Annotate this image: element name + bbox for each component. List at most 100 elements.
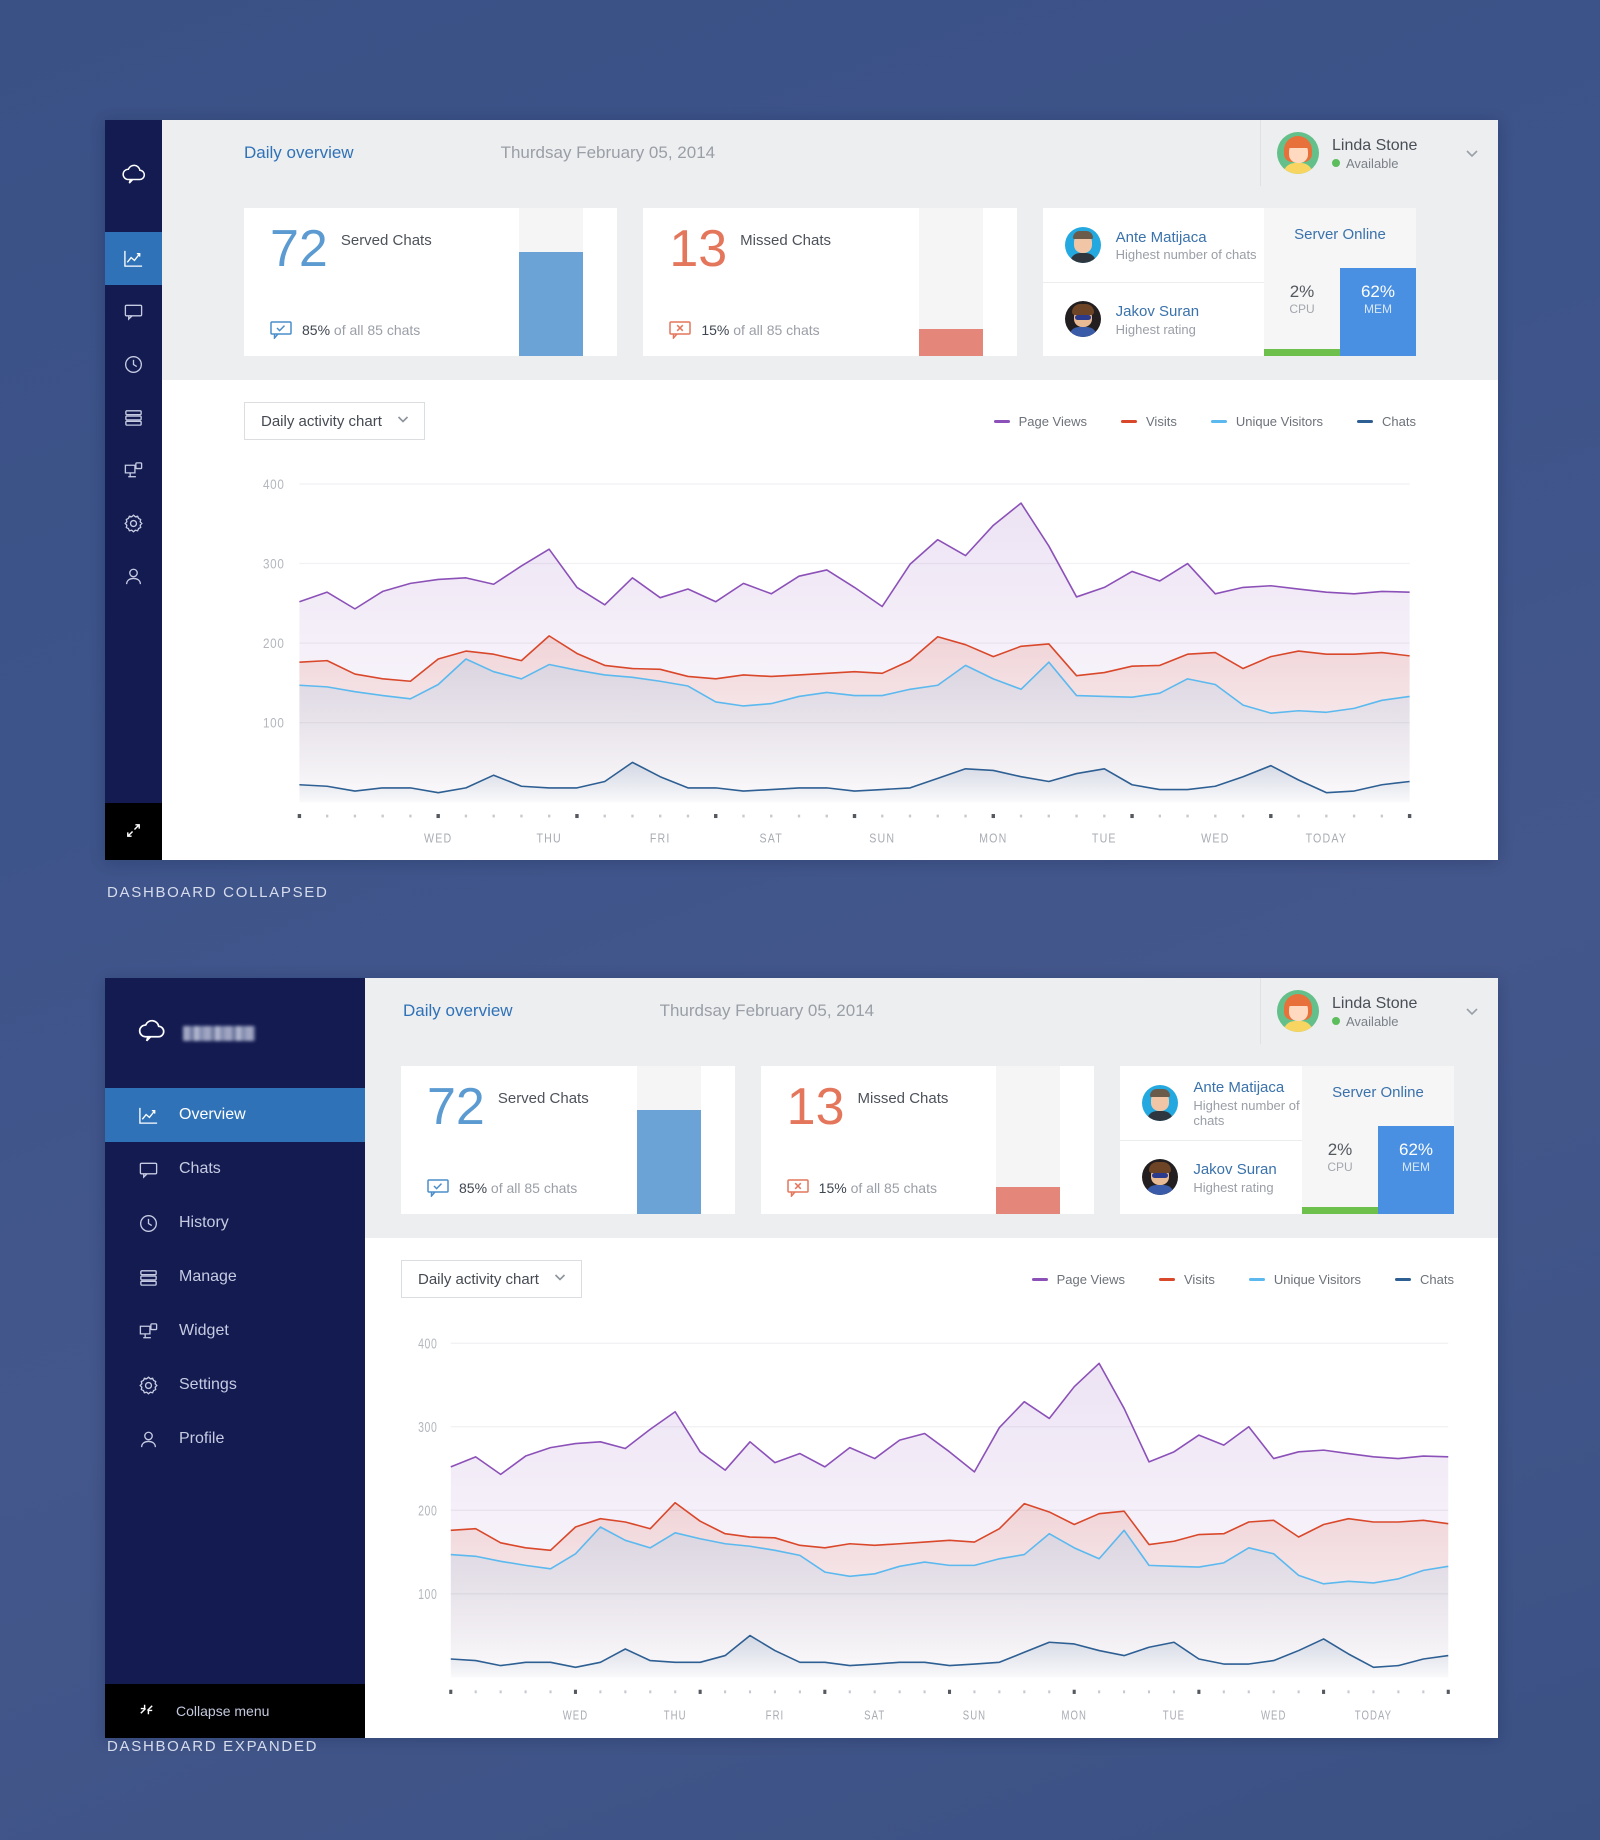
svg-text:TODAY: TODAY [1355,1709,1392,1723]
sidebar-item-history[interactable]: History [105,338,162,391]
legend-item[interactable]: Page Views [1031,1272,1125,1287]
sidebar-item-widget[interactable]: Widget [105,444,162,497]
expand-menu-button[interactable] [105,803,162,860]
cloud-icon [121,163,147,190]
page-title: Daily overview [403,1001,513,1020]
chevron-down-icon[interactable] [1464,145,1480,161]
chart-dropdown-label: Daily activity chart [418,1270,539,1288]
served-pct: 85% [459,1180,488,1196]
sidebar-item-settings[interactable]: Settings [105,1358,365,1412]
svg-text:300: 300 [418,1419,437,1435]
legend-item[interactable]: Visits [1159,1272,1215,1287]
speech-bubble-icon [123,301,145,323]
sidebar-item-label: History [179,1214,229,1231]
brand[interactable] [105,120,162,232]
legend-item[interactable]: Visits [1121,414,1177,429]
agent-name: Ante Matijaca [1115,228,1207,246]
chart-type-dropdown[interactable]: Daily activity chart [401,1260,582,1298]
sidebar-item-chats[interactable]: Chats [105,1142,365,1196]
sidebar-item-profile[interactable]: Profile [105,550,162,603]
svg-text:MON: MON [1061,1709,1086,1723]
chart-legend: Page Views Visits Unique Visitors Chats [993,413,1416,429]
brand[interactable] [105,978,365,1088]
profile-name: Linda Stone [1332,136,1418,154]
chat-cross-icon [669,321,692,341]
server-status-title: Server Online [1332,1084,1424,1101]
sidebar-item-manage[interactable]: Manage [105,391,162,444]
svg-text:MON: MON [979,832,1007,846]
main-expanded: Daily overview Thurdsay February 05, 201… [365,978,1498,1738]
person-icon [123,566,145,588]
sidebar-item-settings[interactable]: Settings [105,497,162,550]
dashboard-expanded: Overview Chats History Manage [105,978,1498,1738]
avatar [1064,301,1101,338]
server-status-panel: Server Online 2% CPU 62% MEM [1302,1066,1455,1214]
sidebar-item-chats[interactable]: Chats [105,285,162,338]
activity-chart[interactable]: 100 200 300 400 WED THU FRI SAT SUN MON TUE WED TODA… [244,458,1416,860]
status-badge: Available [1332,1014,1417,1029]
missed-chats-bar [996,1066,1061,1214]
caption-expanded: DASHBOARD EXPANDED [107,1738,319,1755]
activity-chart[interactable]: 100 200 300 400 WED THU FRI SAT SUN MON TUE WED TODA… [401,1316,1454,1738]
chart-dropdown-label: Daily activity chart [261,412,382,430]
missed-pct: 15% [818,1180,847,1196]
sidebar-item-widget[interactable]: Widget [105,1304,365,1358]
served-pct: 85% [302,322,331,338]
legend-label: Visits [1146,413,1177,429]
topbar: Daily overview Thurdsay February 05, 201… [365,978,1498,1044]
sidebar-item-manage[interactable]: Manage [105,1250,365,1304]
card-missed-chats: 13 Missed Chats 15% of all 85 chats [643,208,1017,356]
expand-arrows-icon [124,821,143,843]
avatar [1142,1084,1179,1121]
legend-item[interactable]: Page Views [993,413,1087,429]
server-stack-icon [137,1266,159,1288]
profile-menu[interactable]: Linda Stone Available [1260,978,1498,1044]
sidebar-item-label: Chats [179,1160,221,1177]
collapse-menu-button[interactable]: Collapse menu [105,1684,365,1738]
chevron-down-icon[interactable] [1464,1003,1480,1019]
chart-panel: Daily activity chart Page Views Visits U… [162,380,1498,860]
legend-item[interactable]: Unique Visitors [1248,1271,1362,1287]
nav-expanded: Overview Chats History Manage [105,1088,365,1684]
svg-text:SAT: SAT [760,832,783,846]
legend-item[interactable]: Chats [1357,414,1416,429]
legend-label: Visits [1184,1271,1215,1287]
dashboard-collapsed: Overview Chats History Manage [105,120,1498,860]
svg-text:FRI: FRI [650,832,671,846]
agent-subtitle: Highest number of chats [1193,1097,1300,1128]
svg-text:WED: WED [1201,832,1229,846]
top-agents-list: Ante Matijaca Highest number of chats Ja… [1120,1066,1303,1215]
chat-check-icon [427,1179,449,1199]
svg-text:TUE: TUE [1092,832,1117,846]
list-item[interactable]: Ante Matijaca Highest number of chats [1043,208,1264,282]
sidebar-item-label: Widget [179,1322,229,1339]
sidebar-item-label: Profile [179,1430,225,1447]
chart-legend: Page Views Visits Unique Visitors Chats [1031,1271,1454,1287]
legend-item[interactable]: Chats [1395,1272,1454,1287]
legend-label: Page Views [1018,413,1087,429]
collapse-menu-label: Collapse menu [176,1703,270,1719]
sidebar-item-profile[interactable]: Profile [105,1412,365,1466]
stat-cards: 72 Served Chats 85% of all 85 chats 13 M… [365,1044,1498,1238]
served-chats-value: 72 [270,220,328,278]
list-item[interactable]: Jakov Suran Highest rating [1042,281,1264,357]
legend-item[interactable]: Unique Visitors [1210,413,1324,429]
card-server-status: Ante Matijaca Highest number of chats Ja… [1042,208,1416,357]
svg-text:FRI: FRI [766,1709,785,1723]
profile-menu[interactable]: Linda Stone Available [1260,120,1498,186]
served-chats-label: Served Chats [497,1090,589,1107]
agent-name: Jakov Suran [1115,303,1200,320]
sidebar-item-overview[interactable]: Overview [105,232,162,285]
legend-label: Unique Visitors [1235,413,1324,429]
legend-label: Unique Visitors [1273,1271,1362,1287]
sidebar-item-overview[interactable]: Overview [105,1088,365,1142]
cloud-icon [137,1018,167,1048]
card-served-chats: 72 Served Chats 85% of all 85 chats [244,208,618,356]
sidebar-item-history[interactable]: History [105,1196,365,1250]
served-foot-rest: of all 85 chats [330,322,421,338]
chart-type-dropdown[interactable]: Daily activity chart [244,402,425,440]
list-item[interactable]: Jakov Suran Highest rating [1120,1139,1303,1215]
list-item[interactable]: Ante Matijaca Highest number of chats [1120,1066,1302,1140]
status-dot-icon [1332,159,1340,167]
agent-subtitle: Highest rating [1115,321,1196,337]
